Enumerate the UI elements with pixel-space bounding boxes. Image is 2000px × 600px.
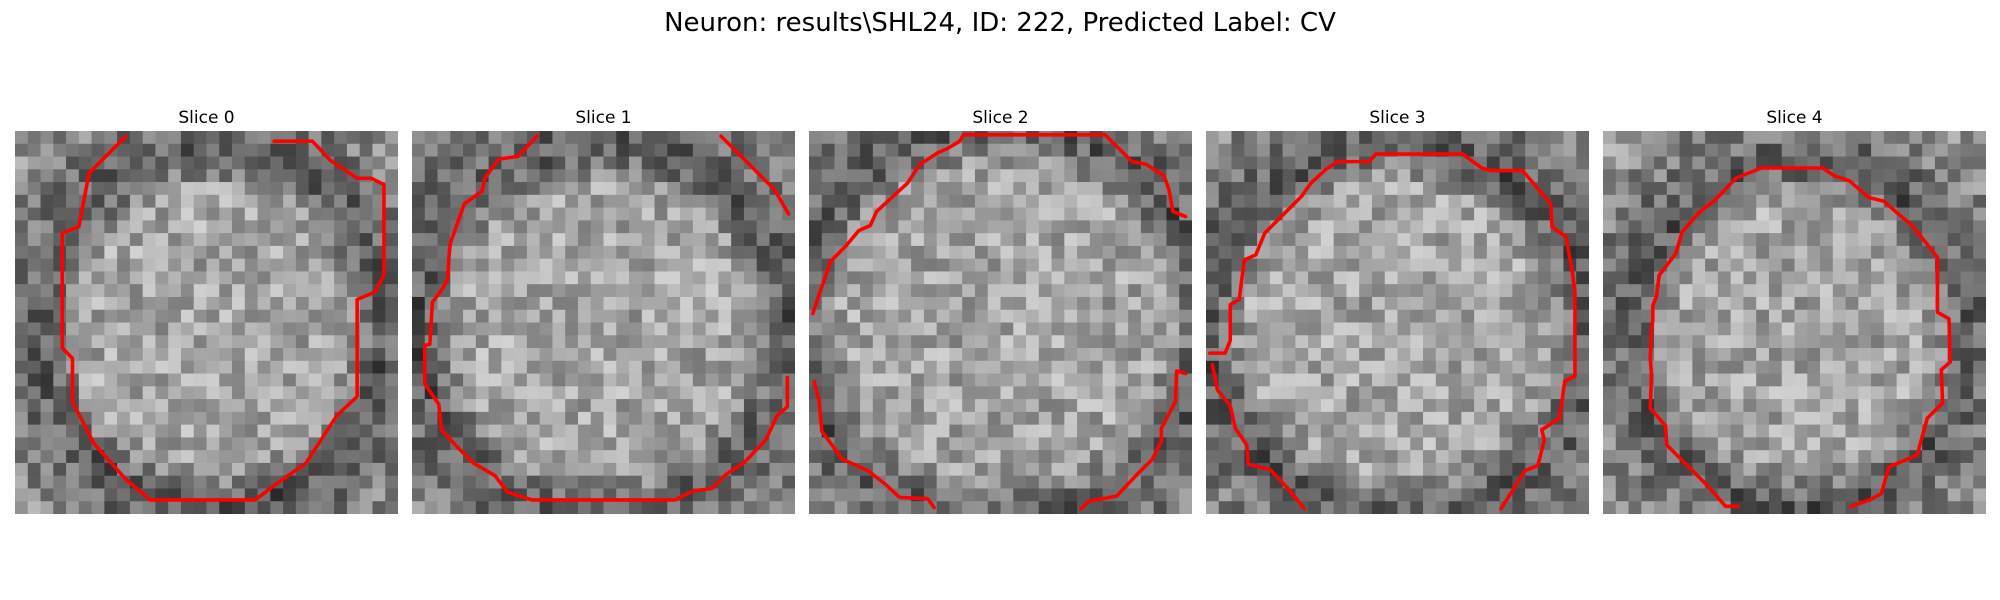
figure-title: Neuron: results\SHL24, ID: 222, Predicte… xyxy=(0,6,2000,40)
slice-title: Slice 0 xyxy=(15,105,398,131)
slice-title: Slice 3 xyxy=(1206,105,1589,131)
slice-panel-1: Slice 1 xyxy=(412,105,795,514)
slice-panel-4: Slice 4 xyxy=(1603,105,1986,514)
slice-title: Slice 4 xyxy=(1603,105,1986,131)
slice-image xyxy=(1206,131,1589,514)
slice-image xyxy=(412,131,795,514)
slice-panel-2: Slice 2 xyxy=(809,105,1192,514)
slice-title: Slice 1 xyxy=(412,105,795,131)
slice-image xyxy=(809,131,1192,514)
slice-image xyxy=(15,131,398,514)
slice-panel-3: Slice 3 xyxy=(1206,105,1589,514)
slice-image xyxy=(1603,131,1986,514)
slice-title: Slice 2 xyxy=(809,105,1192,131)
slice-panel-0: Slice 0 xyxy=(15,105,398,514)
